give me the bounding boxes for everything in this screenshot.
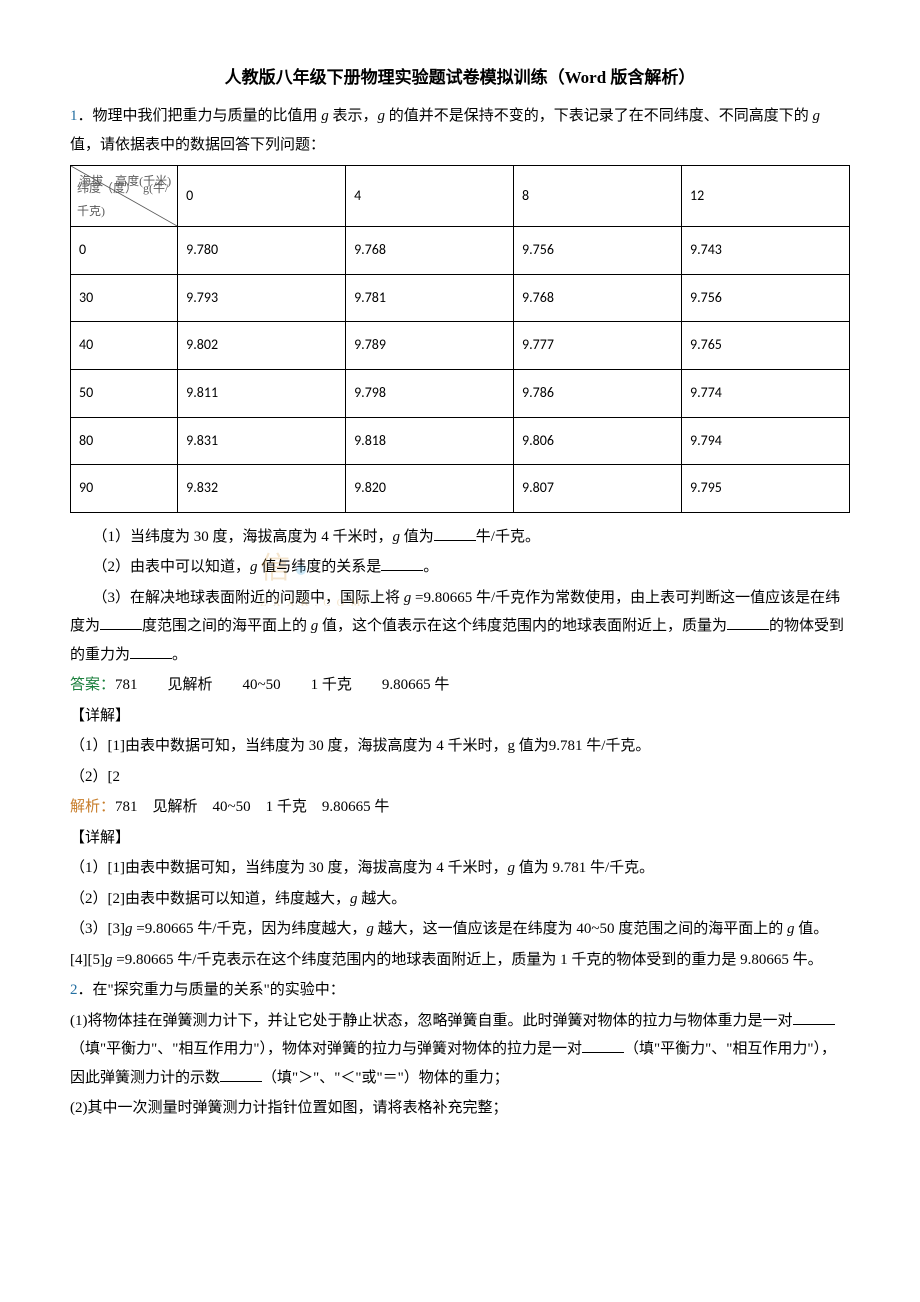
blank xyxy=(793,1009,835,1025)
detail-label-2: 【详解】 xyxy=(70,824,850,853)
q1-intro: 1．物理中我们把重力与质量的比值用 g 表示，g 的值并不是保持不变的，下表记录… xyxy=(70,102,850,159)
col-header: 0 xyxy=(178,166,346,227)
diag-bottom-label: 纬度（度） g(牛/千克) xyxy=(77,177,177,223)
blank xyxy=(381,555,423,571)
table-row: 09.7809.7689.7569.743 xyxy=(71,227,850,275)
detail-label: 【详解】 xyxy=(70,702,850,731)
q2-intro: 2．在"探究重力与质量的关系"的实验中： xyxy=(70,976,850,1005)
detail-d3: （3）[3]g =9.80665 牛/千克，因为纬度越大，g 越大，这一值应该是… xyxy=(70,915,850,944)
q1-sub1: （1）当纬度为 30 度，海拔高度为 4 千米时，g 值为牛/千克。 xyxy=(70,523,850,552)
detail-2: （2）[2 xyxy=(70,763,850,792)
blank xyxy=(100,614,142,630)
detail-d4: [4][5]g =9.80665 牛/千克表示在这个纬度范围内的地球表面附近上，… xyxy=(70,946,850,975)
q2-p2: (2)其中一次测量时弹簧测力计指针位置如图，请将表格补充完整； xyxy=(70,1094,850,1123)
page-title: 人教版八年级下册物理实验题试卷模拟训练（Word 版含解析） xyxy=(70,62,850,94)
blank xyxy=(434,525,476,541)
answer-label: 答案： xyxy=(70,677,115,693)
blank xyxy=(582,1037,624,1053)
answer-line: 答案：781 见解析 40~50 1 千克 9.80665 牛 xyxy=(70,671,850,700)
col-header: 12 xyxy=(681,166,849,227)
col-header: 4 xyxy=(346,166,514,227)
col-header: 8 xyxy=(514,166,682,227)
detail-d2: （2）[2]由表中数据可以知道，纬度越大，g 越大。 xyxy=(70,885,850,914)
blank xyxy=(220,1066,262,1082)
q1-sub3: （3）在解决地球表面附近的问题中，国际上将 g =9.80665 牛/千克作为常… xyxy=(70,584,850,670)
analysis-line: 解析：781 见解析 40~50 1 千克 9.80665 牛 xyxy=(70,793,850,822)
table-row: 509.8119.7989.7869.774 xyxy=(71,370,850,418)
q1-number: 1 xyxy=(70,108,78,124)
detail-1: （1）[1]由表中数据可知，当纬度为 30 度，海拔高度为 4 千米时，g 值为… xyxy=(70,732,850,761)
q1-sub2: （2）由表中可以知道，g 值与纬度的关系是。 xyxy=(70,553,850,582)
table-header-row: 海拔 高度(千米) 纬度（度） g(牛/千克) 0 4 8 12 xyxy=(71,166,850,227)
table-row: 909.8329.8209.8079.795 xyxy=(71,465,850,513)
blank xyxy=(727,614,769,630)
table-row: 309.7939.7819.7689.756 xyxy=(71,274,850,322)
blank xyxy=(130,643,172,659)
q2-number: 2 xyxy=(70,982,78,998)
diagonal-header-cell: 海拔 高度(千米) 纬度（度） g(牛/千克) xyxy=(71,166,178,227)
table-row: 809.8319.8189.8069.794 xyxy=(71,417,850,465)
detail-d1: （1）[1]由表中数据可知，当纬度为 30 度，海拔高度为 4 千米时，g 值为… xyxy=(70,854,850,883)
table-row: 409.8029.7899.7779.765 xyxy=(71,322,850,370)
q2-p1: (1)将物体挂在弹簧测力计下，并让它处于静止状态，忽略弹簧自重。此时弹簧对物体的… xyxy=(70,1007,850,1093)
g-value-table: 海拔 高度(千米) 纬度（度） g(牛/千克) 0 4 8 12 09.7809… xyxy=(70,165,850,513)
analysis-label: 解析： xyxy=(70,799,115,815)
